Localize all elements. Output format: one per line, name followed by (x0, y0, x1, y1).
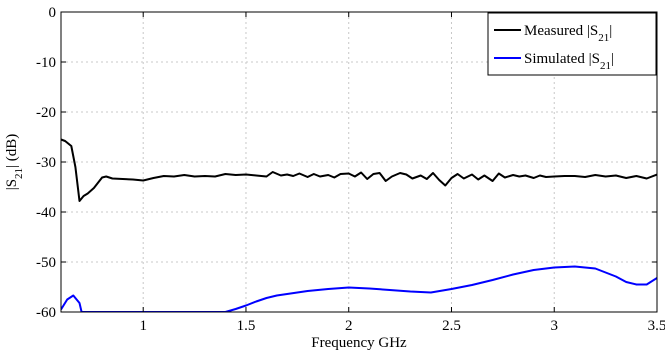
x-tick-label: 1.5 (237, 318, 256, 334)
y-tick-label: -10 (36, 55, 56, 71)
y-tick-label: -50 (36, 255, 56, 271)
y-tick-label: 0 (49, 5, 57, 21)
y-tick-label: -60 (36, 305, 56, 321)
x-tick-label: 3 (550, 318, 558, 334)
legend-simulated-label: Simulated |S21| (524, 51, 614, 72)
ticks: 1 1.5 2 2.5 3 3.5 0 -10 -20 -30 -40 -50 -60 (36, 5, 665, 334)
y-tick-label: -40 (36, 205, 56, 221)
simulated-s21-line (61, 265, 657, 312)
x-tick-label: 2 (345, 318, 353, 334)
legend: Measured |S21| Simulated |S21| (487, 12, 657, 76)
y-tick-label: -30 (36, 155, 56, 171)
x-axis-label: Frequency GHz (311, 335, 407, 351)
x-tick-label: 3.5 (648, 318, 665, 334)
x-tick-label: 1 (139, 318, 147, 334)
series-layer (61, 138, 657, 312)
legend-box (487, 12, 657, 76)
legend-measured-label: Measured |S21| (524, 23, 612, 44)
x-tick-label: 2.5 (442, 318, 461, 334)
y-tick-label: -20 (36, 105, 56, 121)
y-axis-label: |S21| (dB) (4, 134, 25, 191)
measured-s21-line (61, 138, 657, 202)
